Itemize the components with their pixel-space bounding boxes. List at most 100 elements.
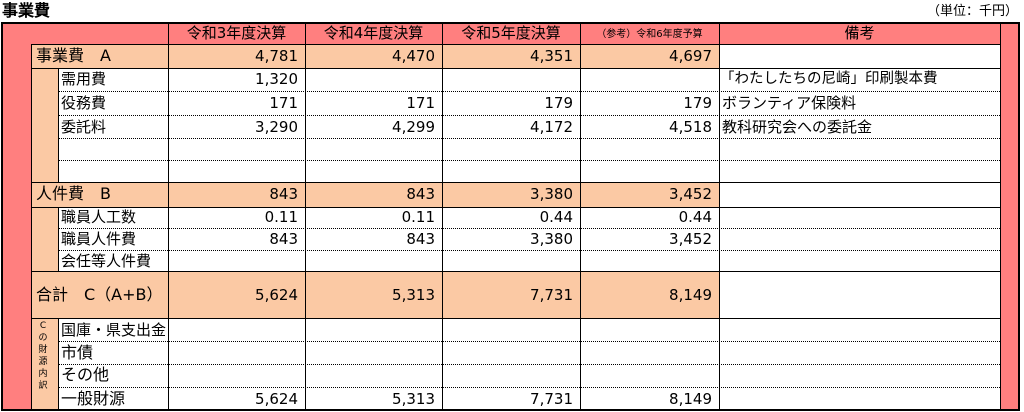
- cell-gokei-r3: 5,624: [255, 286, 298, 304]
- row-label-juyohi: 需用費: [61, 70, 107, 88]
- grid-vline: [31, 44, 32, 410]
- zaigen-char: 財: [38, 345, 48, 355]
- grid-hline: [31, 182, 1000, 183]
- cell-ippan-r4: 5,313: [392, 390, 435, 408]
- grid-vline: [58, 68, 59, 182]
- jigyohi-row-bg: [31, 44, 719, 68]
- row-label-shisai: 市債: [61, 344, 94, 362]
- grid-vline: [580, 22, 581, 410]
- row-label-jigyohi: 事業費 A: [36, 47, 111, 65]
- zaigen-band-bg: [31, 318, 58, 410]
- cell-jinkenhi-r4: 843: [406, 185, 435, 203]
- grid-vline: [168, 22, 169, 410]
- cell-juyohi-note: 「わたしたちの尼崎」印刷製本費: [720, 71, 938, 87]
- jigyohi-sub-band-bg: [31, 44, 58, 182]
- cell-itakuryo-note: 教科研究会への委託金: [722, 118, 873, 136]
- cell-gokei-r5: 7,731: [530, 286, 573, 304]
- row-label-gokei: 合計 C（A+B）: [36, 286, 163, 304]
- cell-juyohi-r3: 1,320: [255, 70, 298, 88]
- grid-vline: [58, 207, 59, 271]
- cell-shokuinsu-r4: 0.11: [401, 208, 435, 226]
- row-label-shokuinjk: 職員人件費: [61, 230, 137, 248]
- zaigen-vertical-label: C の 財 源 内 訳: [34, 320, 52, 392]
- cell-itakuryo-r4: 4,299: [392, 118, 435, 136]
- zaigen-char: 源: [38, 357, 48, 367]
- jinkenhi-sub-band-bg: [31, 182, 58, 271]
- page-title: 事業費: [2, 1, 51, 20]
- cell-shokuinsu-r5: 0.44: [539, 208, 573, 226]
- row-label-sonota: その他: [61, 366, 110, 384]
- col-header-r5: 令和5年度決算: [461, 24, 561, 42]
- zaigen-char: C: [39, 321, 47, 331]
- grid-hline: [31, 318, 1000, 319]
- grid-hline: [31, 207, 1000, 208]
- cell-shokuinjk-r3: 843: [269, 230, 298, 248]
- grid-dotted-line: [58, 250, 1000, 251]
- grid-hline: [31, 271, 1000, 272]
- border-bottom: [1, 409, 1020, 411]
- grid-hline: [31, 44, 1000, 45]
- cell-ippan-r6: 8,149: [669, 390, 712, 408]
- col-header-remarks: 備考: [844, 24, 875, 42]
- row-label-jinkenhi: 人件費 B: [36, 185, 111, 203]
- cell-gokei-r6: 8,149: [669, 286, 712, 304]
- unit-label: （単位：千円）: [926, 4, 1018, 19]
- col-header-r3: 令和3年度決算: [186, 24, 287, 42]
- grid-dotted-line: [58, 138, 1000, 139]
- col-header-r4: 令和4年度決算: [323, 24, 424, 42]
- grid-dotted-line: [58, 91, 1000, 92]
- border-right: [1018, 22, 1020, 410]
- row-label-itakuryo: 委託料: [61, 118, 107, 136]
- cell-ekimuhi-r3: 171: [269, 94, 298, 112]
- cell-jigyohi-r4: 4,470: [392, 47, 435, 65]
- cell-ekimuhi-r5: 179: [544, 94, 573, 112]
- border-left: [1, 22, 3, 410]
- cell-jigyohi-r5: 4,351: [530, 47, 573, 65]
- cell-shokuinsu-r3: 0.11: [264, 208, 298, 226]
- cell-jinkenhi-r3: 843: [269, 185, 298, 203]
- cell-shokuinsu-r6: 0.44: [678, 208, 712, 226]
- header-row-bg: [1, 22, 1019, 44]
- jinkenhi-row-bg: [31, 182, 719, 207]
- row-label-kainin: 会任等人件費: [61, 252, 152, 270]
- zaigen-char: の: [38, 333, 48, 343]
- row-label-kokko: 国庫・県支出金: [61, 321, 167, 339]
- grid-dotted-line: [58, 341, 1000, 342]
- cell-ekimuhi-note: ボランティア保険料: [722, 94, 857, 112]
- cell-jigyohi-r6: 4,697: [669, 47, 712, 65]
- grid-dotted-line: [58, 364, 1000, 365]
- cell-itakuryo-r6: 4,518: [669, 118, 712, 136]
- cell-jinkenhi-r6: 3,452: [669, 185, 712, 203]
- row-label-ippan: 一般財源: [61, 390, 126, 408]
- cell-ekimuhi-r4: 171: [406, 94, 435, 112]
- cell-itakuryo-r3: 3,290: [255, 118, 298, 136]
- border-top: [1, 22, 1020, 24]
- cell-shokuinjk-r6: 3,452: [669, 230, 712, 248]
- grid-vline: [305, 22, 306, 410]
- gokei-row-bg: [31, 271, 719, 318]
- row-label-shokuinsu: 職員人工数: [61, 208, 137, 226]
- grid-vline: [719, 22, 720, 410]
- cell-shokuinjk-r4: 843: [406, 230, 435, 248]
- zaigen-char: 内: [38, 369, 48, 379]
- cell-ekimuhi-r6: 179: [683, 94, 712, 112]
- grid-dotted-line: [58, 228, 1000, 229]
- cell-gokei-r4: 5,313: [392, 286, 435, 304]
- cell-jinkenhi-r5: 3,380: [530, 185, 573, 203]
- col-header-r6: （参考）令和6年度予算: [596, 29, 703, 40]
- cell-ippan-r3: 5,624: [255, 390, 298, 408]
- row-label-ekimuhi: 役務費: [61, 94, 107, 112]
- cell-jigyohi-r3: 4,781: [255, 47, 298, 65]
- grid-hline: [31, 68, 1000, 69]
- left-band-bg: [1, 22, 31, 410]
- grid-vline: [1000, 22, 1001, 410]
- grid-dotted-line: [58, 115, 1000, 116]
- grid-dotted-line: [58, 160, 1000, 161]
- cell-shokuinjk-r5: 3,380: [530, 230, 573, 248]
- cell-ippan-r5: 7,731: [530, 390, 573, 408]
- cell-itakuryo-r5: 4,172: [530, 118, 573, 136]
- zaigen-char: 訳: [38, 381, 48, 391]
- remarks-band-bg: [1000, 22, 1019, 410]
- grid-vline: [442, 22, 443, 410]
- grid-dotted-line: [58, 387, 1000, 388]
